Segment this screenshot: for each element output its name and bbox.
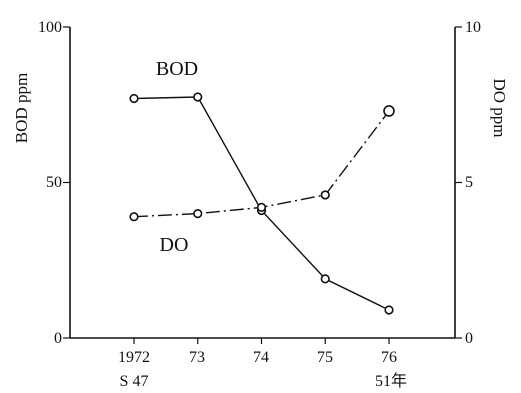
left-tick-labels: 0 50 100: [38, 19, 62, 347]
x-tick-label-1972: 1972: [118, 349, 150, 366]
x-tick-label-76: 76: [381, 349, 397, 366]
do-point-1975: [320, 190, 330, 200]
right-tick-label-0: 0: [465, 330, 473, 347]
x-tick-labels: 1972 73 74 75 76 S 47 51年: [118, 349, 407, 390]
bod-series-label: BOD: [156, 58, 198, 80]
do-point-1974: [256, 202, 267, 212]
tick-marks: [63, 26, 462, 344]
series-markers: [129, 92, 395, 315]
x-sub-label-s47: S 47: [120, 373, 149, 390]
x-tick-label-73: 73: [189, 349, 205, 366]
left-tick-label-50: 50: [46, 174, 62, 191]
bod-point-1975: [320, 274, 330, 284]
do-series-label: DO: [160, 234, 189, 256]
do-point-1973: [193, 209, 203, 219]
bod-point-1972: [129, 93, 139, 104]
left-tick-label-0: 0: [54, 330, 62, 347]
right-tick-label-5: 5: [465, 174, 473, 191]
do-series-line: [133, 110, 390, 218]
left-tick-label-100: 100: [38, 19, 62, 36]
x-sub-label-51: 51年: [375, 372, 407, 390]
do-point-1972: [129, 212, 139, 222]
right-tick-label-10: 10: [465, 19, 481, 36]
x-tick-label-75: 75: [317, 349, 333, 366]
axes-frame: [69, 27, 456, 339]
right-axis-title: DO ppm: [490, 78, 509, 137]
right-tick-labels: 0 5 10: [465, 19, 481, 347]
x-tick-label-74: 74: [253, 349, 269, 366]
bod-point-1973: [193, 92, 203, 102]
bod-point-1976: [384, 305, 394, 315]
do-point-1976: [383, 105, 395, 117]
left-axis-title: BOD ppm: [12, 73, 31, 143]
